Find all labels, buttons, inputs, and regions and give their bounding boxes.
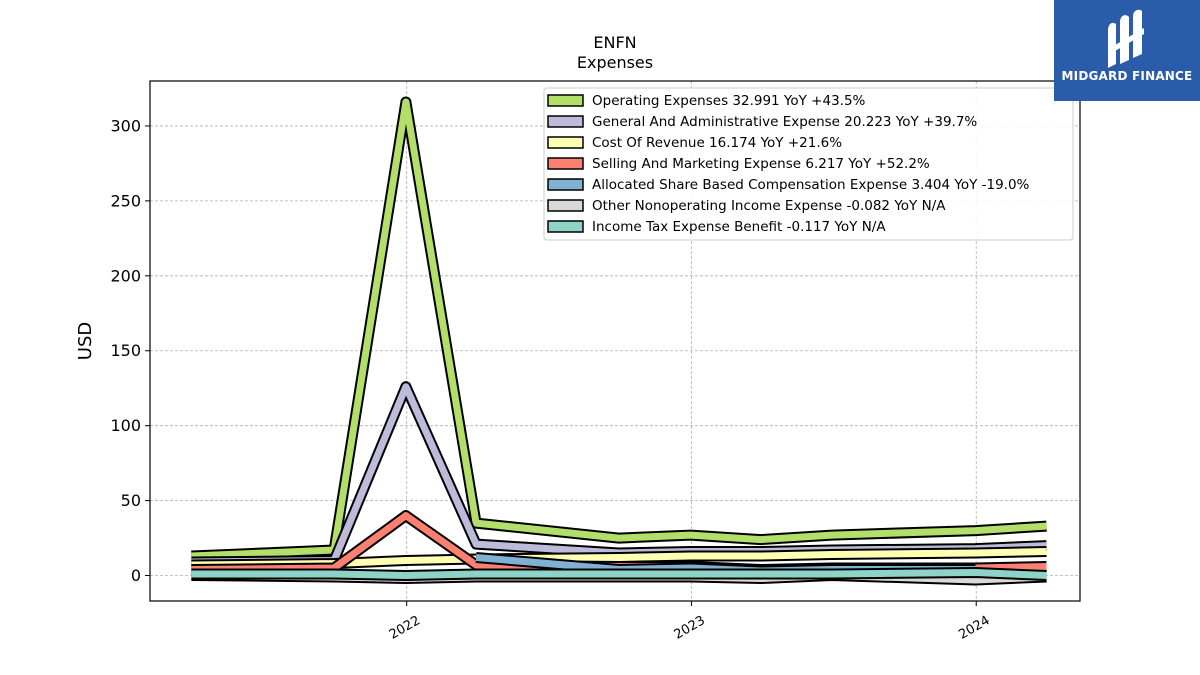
legend-swatch: [547, 94, 584, 107]
series-layer: [191, 96, 1047, 586]
legend-swatch: [547, 220, 584, 233]
y-tick-label: 0: [131, 566, 141, 585]
legend-label: Income Tax Expense Benefit -0.117 YoY N/…: [592, 219, 886, 235]
legend-frame: [543, 87, 1074, 241]
series-line: [191, 569, 1047, 579]
legend: Operating Expenses 32.991 YoY +43.5% Gene…: [543, 87, 1074, 241]
legend-swatch: [547, 199, 584, 212]
legend-label: General And Administrative Expense 20.22…: [592, 114, 977, 130]
x-tick-label: 2022: [387, 613, 423, 643]
midgard-logo: MIDGARD FINANCE: [1054, 0, 1200, 101]
legend-swatch: [547, 115, 584, 128]
logo-text: MIDGARD FINANCE: [1061, 69, 1193, 83]
y-tick-label: 100: [110, 416, 141, 435]
chart-subtitle: Expenses: [577, 53, 653, 72]
legend-swatch: [547, 157, 584, 170]
legend-entry: Cost Of Revenue 16.174 YoY +21.6%: [547, 135, 842, 151]
x-tick-label: 2024: [956, 613, 992, 643]
legend-entries: Operating Expenses 32.991 YoY +43.5% Gene…: [547, 93, 1030, 235]
legend-swatch: [547, 178, 584, 191]
series-cost-of-revenue: [191, 546, 1047, 571]
y-tick-label: 150: [110, 341, 141, 360]
plot-frame: [149, 80, 1081, 602]
legend-swatch: [547, 136, 584, 149]
y-tick-label: 300: [110, 116, 141, 135]
series-operating: [191, 96, 1047, 562]
legend-label: Selling And Marketing Expense 6.217 YoY …: [592, 156, 930, 172]
y-tick-label: 50: [121, 491, 141, 510]
y-tick-label: 200: [110, 266, 141, 285]
x-tick-label: 2023: [672, 613, 708, 643]
legend-entry: Selling And Marketing Expense 6.217 YoY …: [547, 156, 930, 172]
legend-entry: Allocated Share Based Compensation Expen…: [547, 177, 1030, 193]
midgard-logo-icon: [1108, 9, 1144, 68]
legend-entry: Operating Expenses 32.991 YoY +43.5%: [547, 93, 866, 109]
legend-label: Cost Of Revenue 16.174 YoY +21.6%: [592, 135, 842, 151]
chart-title: ENFN: [593, 33, 636, 52]
series-income-tax: [191, 567, 1047, 581]
legend-entry: Income Tax Expense Benefit -0.117 YoY N/…: [547, 219, 886, 235]
legend-label: Other Nonoperating Income Expense -0.082…: [592, 198, 946, 214]
series-line: [191, 98, 1047, 560]
series-line: [191, 548, 1047, 569]
legend-label: Operating Expenses 32.991 YoY +43.5%: [592, 93, 866, 109]
legend-label: Allocated Share Based Compensation Expen…: [592, 177, 1030, 193]
y-tick-label: 250: [110, 191, 141, 210]
legend-entry: Other Nonoperating Income Expense -0.082…: [547, 198, 946, 214]
y-axis-label: USD: [75, 322, 96, 360]
legend-entry: General And Administrative Expense 20.22…: [547, 114, 977, 130]
